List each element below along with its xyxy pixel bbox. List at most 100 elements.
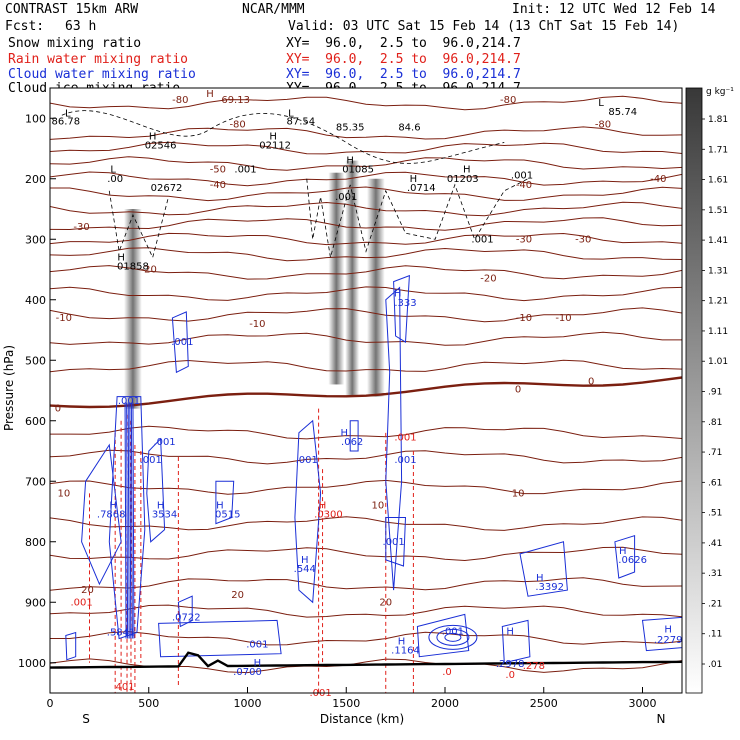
y-tick-label-10: 1000 — [18, 657, 46, 670]
cloud-water-contour-12 — [614, 535, 636, 579]
extremum-label-21: H — [463, 165, 471, 176]
extremum-label-20: 01085 — [342, 165, 374, 176]
temperature-contour-21 — [50, 577, 682, 591]
isotherm-label-14: -10 — [56, 313, 72, 324]
field-xy-snow: XY= 96.0, 2.5 to 96.0,214.7 — [286, 36, 521, 51]
y-tick-label-9: 900 — [25, 596, 46, 609]
extremum-label-26: .001 — [335, 192, 357, 203]
forecast-label: Fcst: — [5, 19, 45, 34]
extremum-label-38: .001 — [296, 455, 318, 466]
field-name-snow: Snow mixing ratio — [8, 36, 142, 51]
cloud-water-ring-3 — [444, 632, 462, 642]
south-end-label: S — [82, 712, 90, 726]
extremum-label-18: 02672 — [151, 183, 183, 194]
cloud-water-core-line-5 — [130, 402, 133, 639]
valid-time: Valid: 03 UTC Sat 15 Feb 14 (13 ChT Sat … — [288, 19, 680, 34]
extremum-label-37: .001 — [394, 433, 416, 444]
freezing-level-contour — [50, 376, 682, 409]
x-axis-label: Distance (km) — [320, 712, 404, 726]
cloud-water-contour-8 — [146, 437, 166, 543]
cloud-water-contour-9 — [215, 480, 235, 525]
isotherm-label-20: 0 — [588, 376, 594, 387]
y-tick-label-7: 700 — [25, 475, 46, 488]
extremum-label-58: .5841 — [107, 628, 136, 639]
isotherm-label-12: -20 — [141, 265, 157, 276]
cloud-water-contour-11 — [519, 541, 568, 597]
temperature-contour-1 — [50, 95, 682, 111]
y-axis-label: Pressure (hPa) — [2, 345, 16, 431]
extremum-label-35: H — [341, 428, 349, 439]
temperature-contour-4 — [50, 156, 682, 171]
field-xy-rain: XY= 96.0, 2.5 to 96.0,214.7 — [286, 52, 521, 67]
extremum-label-63: .1164 — [391, 646, 420, 657]
colorbar-label-10: .91 — [708, 388, 722, 398]
north-end-label: N — [657, 712, 666, 726]
plot-frame — [49, 87, 683, 694]
x-tick-label-4: 1500 — [332, 697, 360, 710]
extremum-label-17: .00 — [107, 174, 123, 185]
extremum-label-53: .3392 — [535, 582, 564, 593]
cloud-water-core-line-3 — [127, 402, 130, 639]
cloud-water-contour-18 — [158, 619, 282, 658]
cloud-water-contour-14 — [501, 619, 531, 664]
extremum-label-25: .001 — [511, 171, 533, 182]
extremum-label-65: .0 — [442, 667, 452, 678]
extremum-label-52: H — [536, 573, 544, 584]
colorbar-label-15: .41 — [708, 539, 722, 549]
extremum-label-57: .0722 — [172, 612, 201, 623]
colorbar-label-9: 1.01 — [708, 357, 728, 367]
temperature-contour-23 — [50, 631, 682, 646]
colorbar-unit: g kg⁻¹ — [706, 87, 734, 97]
isotherm-label-25: 20 — [231, 590, 244, 601]
extremum-label-56: .001 — [70, 597, 92, 608]
extremum-label-41: H — [109, 500, 117, 511]
temperature-contour-7 — [50, 201, 682, 217]
isotherm-label-6: -40 — [210, 180, 226, 191]
extremum-label-4: 86.78 — [51, 116, 80, 127]
extremum-label-68: .0 — [505, 670, 515, 681]
field-xy-cloud-water: XY= 96.0, 2.5 to 96.0,214.7 — [286, 67, 521, 82]
cloud-water-contour-2 — [393, 274, 410, 343]
colorbar-label-13: .61 — [708, 478, 722, 488]
y-tick-label-6: 600 — [25, 415, 46, 428]
colorbar-label-18: .11 — [708, 630, 722, 640]
extremum-label-9: L — [598, 98, 604, 109]
temperature-contour-9 — [50, 232, 682, 246]
temperature-contour-5 — [50, 171, 682, 187]
isotherm-label-4: -80 — [500, 95, 516, 106]
cloud-water-core-line-1 — [124, 402, 127, 639]
isotherm-label-1: -80 — [595, 119, 611, 130]
colorbar-label-17: .21 — [708, 599, 722, 609]
y-tick-label-2: 200 — [25, 173, 46, 186]
temperature-contour-13 — [50, 307, 682, 323]
extremum-label-2: 69.13 — [221, 95, 250, 106]
colorbar-label-1: 1.81 — [708, 115, 728, 125]
colorbar — [685, 87, 703, 694]
temperature-contour-16 — [50, 425, 682, 440]
isotherm-label-16: -10 — [516, 313, 532, 324]
extremum-label-42: .7868 — [97, 510, 126, 521]
snow-shading-column-1 — [124, 209, 142, 409]
temperature-contour-22 — [50, 604, 682, 618]
isotherm-label-22: 10 — [371, 500, 384, 511]
isotherm-label-11: -30 — [575, 234, 591, 245]
extremum-label-24: .0714 — [407, 183, 436, 194]
cloud-water-contour-6 — [108, 396, 146, 640]
extremum-label-33: .001 — [118, 396, 140, 407]
colorbar-label-12: .71 — [708, 448, 722, 458]
x-tick-label-1: 0 — [47, 697, 54, 710]
extremum-label-62: H — [398, 637, 406, 648]
extremum-label-23: H — [410, 174, 418, 185]
cloud-water-contour-7 — [81, 443, 122, 586]
cloud-water-contour-5 — [349, 420, 359, 452]
extremum-label-48: .0300 — [314, 510, 343, 521]
colorbar-label-4: 1.51 — [708, 206, 728, 216]
cloud-ice-contour-mid — [306, 178, 529, 258]
model-title: CONTRAST 15km ARW — [5, 2, 139, 17]
cloud-water-contour-15 — [641, 616, 682, 652]
y-tick-label-5: 500 — [25, 354, 46, 367]
cloud-water-contour-1 — [171, 311, 189, 374]
isotherm-label-8: -40 — [650, 174, 666, 185]
colorbar-label-19: .01 — [708, 660, 722, 670]
temperature-contour-12 — [50, 286, 682, 302]
